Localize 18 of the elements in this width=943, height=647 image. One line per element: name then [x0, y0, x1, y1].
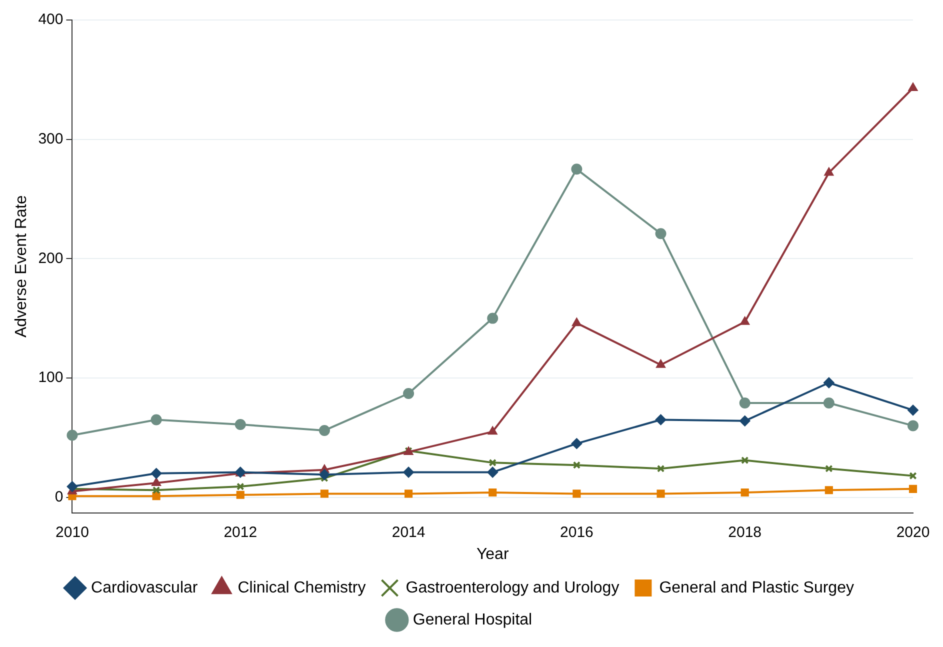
x-tick-label: 2016	[560, 524, 594, 541]
legend-label: Gastroenterology and Urology	[406, 579, 620, 596]
x-tick-label: 2012	[224, 524, 258, 541]
legend-label: General Hospital	[412, 611, 532, 628]
x-tick-label: 2010	[56, 524, 89, 541]
y-tick-label: 400	[38, 11, 64, 28]
x-tick-label: 2014	[392, 524, 426, 541]
x-axis-title: Year	[476, 546, 510, 563]
legend-label: General and Plastic Surgey	[659, 579, 854, 596]
legend-label: Cardiovascular	[91, 579, 198, 596]
y-tick-label: 300	[38, 130, 64, 148]
x-tick-label: 2018	[728, 524, 762, 541]
y-tick-label: 0	[54, 488, 64, 506]
legend-label: Clinical Chemistry	[238, 579, 366, 596]
y-tick-label: 100	[38, 369, 64, 386]
y-axis-title: Adverse Event Rate	[13, 195, 30, 338]
y-tick-label: 200	[38, 250, 64, 267]
x-tick-label: 2020	[896, 524, 930, 541]
